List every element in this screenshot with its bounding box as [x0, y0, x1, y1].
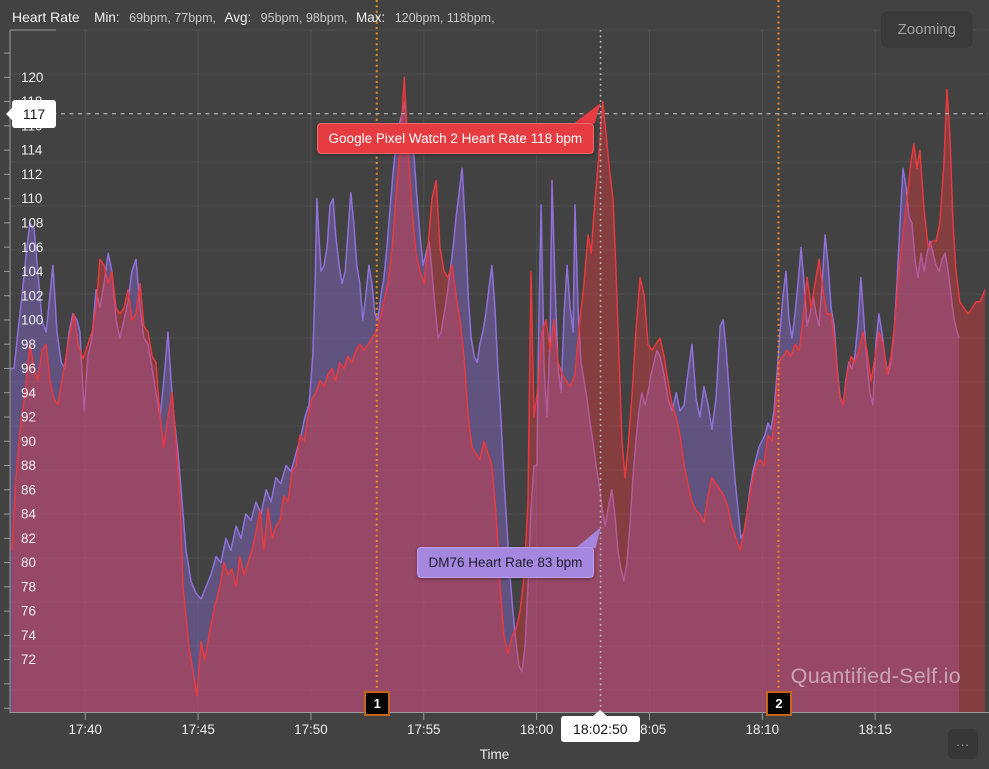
zooming-mode-button[interactable]: Zooming: [879, 10, 974, 49]
svg-text:102: 102: [21, 288, 43, 303]
chart-header: Heart Rate Min: 69bpm, 77bpm, Avg: 95bpm…: [12, 9, 495, 27]
svg-text:98: 98: [21, 337, 36, 352]
svg-text:84: 84: [21, 507, 36, 522]
avg-label: Avg:: [224, 10, 252, 25]
svg-text:114: 114: [21, 143, 43, 158]
svg-text:17:55: 17:55: [407, 722, 441, 737]
svg-text:18:15: 18:15: [858, 722, 892, 737]
watermark: Quantified-Self.io: [790, 664, 961, 688]
svg-text:110: 110: [21, 191, 42, 206]
svg-text:74: 74: [21, 628, 36, 643]
svg-text:76: 76: [21, 604, 36, 619]
chart-title: Heart Rate: [12, 9, 80, 25]
svg-text:78: 78: [21, 579, 36, 594]
svg-text:92: 92: [21, 410, 36, 425]
tooltip-dm76: DM76 Heart Rate 83 bpm: [416, 547, 595, 579]
svg-text:90: 90: [21, 434, 36, 449]
min-label: Min:: [94, 10, 120, 25]
tooltip-pixel-watch: Google Pixel Watch 2 Heart Rate 118 bpm: [316, 122, 595, 154]
svg-text:72: 72: [21, 652, 36, 667]
svg-text:18:00: 18:00: [520, 722, 554, 737]
svg-text:88: 88: [21, 458, 36, 473]
svg-text:120: 120: [21, 70, 43, 85]
svg-text:18:05: 18:05: [633, 722, 667, 737]
svg-text:80: 80: [21, 555, 36, 570]
svg-text:82: 82: [21, 531, 36, 546]
svg-text:112: 112: [21, 167, 42, 182]
x-crosshair-time-label: 18:02:50: [561, 710, 640, 742]
svg-text:100: 100: [21, 313, 43, 328]
svg-text:104: 104: [21, 264, 44, 279]
max-label: Max:: [355, 10, 386, 25]
svg-text:17:40: 17:40: [68, 722, 102, 737]
svg-text:106: 106: [21, 240, 43, 255]
svg-text:17:50: 17:50: [294, 722, 328, 737]
svg-text:17:45: 17:45: [181, 722, 215, 737]
x-axis-title: Time: [479, 747, 510, 762]
min-values: 69bpm, 77bpm,: [129, 11, 216, 25]
svg-text:18:10: 18:10: [746, 722, 780, 737]
svg-text:94: 94: [21, 385, 36, 400]
svg-text:96: 96: [21, 361, 36, 376]
event-marker-1[interactable]: 1: [364, 691, 391, 716]
event-marker-2[interactable]: 2: [765, 691, 792, 716]
more-options-button[interactable]: ...: [948, 729, 978, 759]
max-values: 120bpm, 118bpm,: [394, 11, 495, 25]
avg-values: 95bpm, 98bpm,: [260, 11, 348, 25]
svg-text:86: 86: [21, 482, 36, 497]
y-crosshair-value-label: 117: [6, 99, 56, 128]
svg-text:108: 108: [21, 216, 43, 231]
